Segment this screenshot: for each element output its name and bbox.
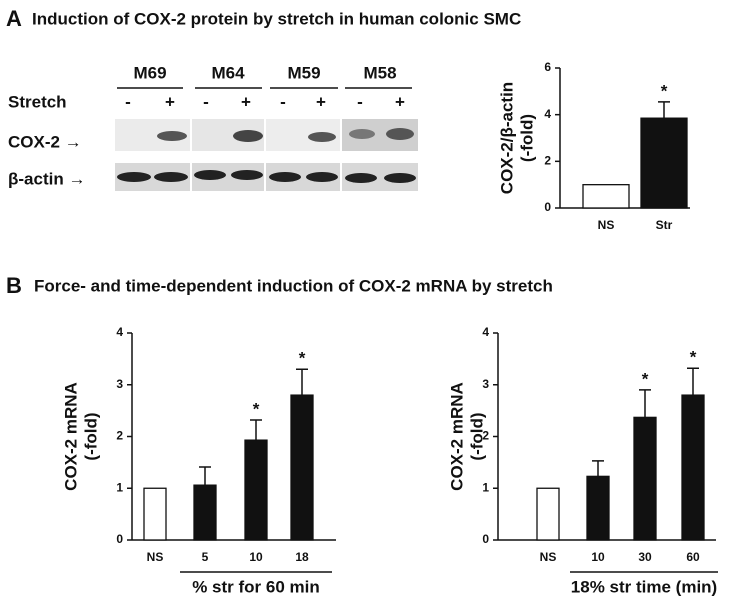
lane-label: -: [125, 92, 131, 111]
panel-label: B: [6, 273, 22, 298]
bar: [582, 184, 630, 209]
y-tick-label: 4: [482, 325, 489, 339]
bar: [681, 394, 705, 541]
sample-label: M59: [287, 63, 320, 82]
lane-label: +: [395, 92, 405, 111]
error-bar: [296, 368, 308, 396]
x-tick-label: NS: [147, 550, 164, 564]
x-axis-label: 18% str time (min): [571, 577, 717, 596]
y-tick-label: 4: [544, 107, 551, 121]
y-tick-label: 2: [544, 154, 551, 168]
y-axis-label: (-fold): [517, 114, 536, 162]
y-axis-label: COX-2/β-actin: [497, 82, 516, 194]
significance-mark: *: [299, 349, 306, 368]
x-tick-label: Str: [656, 218, 673, 232]
sample-label: M69: [133, 63, 166, 82]
row-label: β-actin →: [8, 169, 85, 188]
lane-label: +: [165, 92, 175, 111]
lane-label: -: [203, 92, 209, 111]
error-bar: [658, 101, 670, 119]
significance-mark: *: [690, 348, 697, 367]
significance-mark: *: [642, 369, 649, 388]
error-bar: [592, 460, 604, 477]
lane-label: -: [280, 92, 286, 111]
y-tick-label: 3: [482, 377, 489, 391]
sample-label: M64: [211, 63, 245, 82]
y-axis-label: (-fold): [467, 412, 486, 460]
bar: [244, 439, 268, 541]
x-tick-label: 30: [638, 550, 652, 564]
bar: [633, 416, 657, 541]
error-bar: [199, 466, 211, 486]
sample-label: M58: [363, 63, 396, 82]
error-bar: [687, 367, 699, 396]
bar: [586, 475, 610, 541]
panel-title: Force- and time-dependent induction of C…: [34, 276, 553, 295]
x-tick-label: 18: [295, 550, 309, 564]
y-tick-label: 0: [116, 532, 123, 546]
significance-mark: *: [253, 399, 260, 418]
bar: [640, 117, 688, 209]
y-tick-label: 6: [544, 60, 551, 74]
y-tick-label: 1: [482, 480, 489, 494]
bar: [536, 487, 560, 541]
y-tick-label: 1: [116, 480, 123, 494]
x-axis-label: % str for 60 min: [192, 577, 320, 596]
panel-title: Induction of COX-2 protein by stretch in…: [32, 9, 521, 28]
row-label: COX-2 →: [8, 132, 82, 151]
y-tick-label: 4: [116, 325, 123, 339]
y-axis-label: (-fold): [81, 412, 100, 460]
panel-label: A: [6, 6, 22, 31]
lane-label: +: [316, 92, 326, 111]
x-tick-label: 10: [249, 550, 263, 564]
y-tick-label: 0: [544, 200, 551, 214]
y-tick-label: 0: [482, 532, 489, 546]
bar: [290, 394, 314, 541]
error-bar: [639, 389, 651, 418]
x-tick-label: NS: [598, 218, 615, 232]
y-tick-label: 2: [116, 429, 123, 443]
error-bar: [250, 419, 262, 441]
y-axis-label: COX-2 mRNA: [447, 382, 466, 491]
x-tick-label: 5: [202, 550, 209, 564]
y-axis-label: COX-2 mRNA: [61, 382, 80, 491]
lane-label: +: [241, 92, 251, 111]
row-label: Stretch: [8, 92, 67, 111]
x-tick-label: 60: [686, 550, 700, 564]
lane-label: -: [357, 92, 363, 111]
y-tick-label: 3: [116, 377, 123, 391]
blot-images: [115, 119, 418, 191]
bar: [193, 484, 217, 541]
x-tick-label: 10: [591, 550, 605, 564]
x-tick-label: NS: [540, 550, 557, 564]
y-tick-label: 2: [482, 429, 489, 443]
significance-mark: *: [661, 81, 668, 100]
bar: [143, 487, 167, 541]
